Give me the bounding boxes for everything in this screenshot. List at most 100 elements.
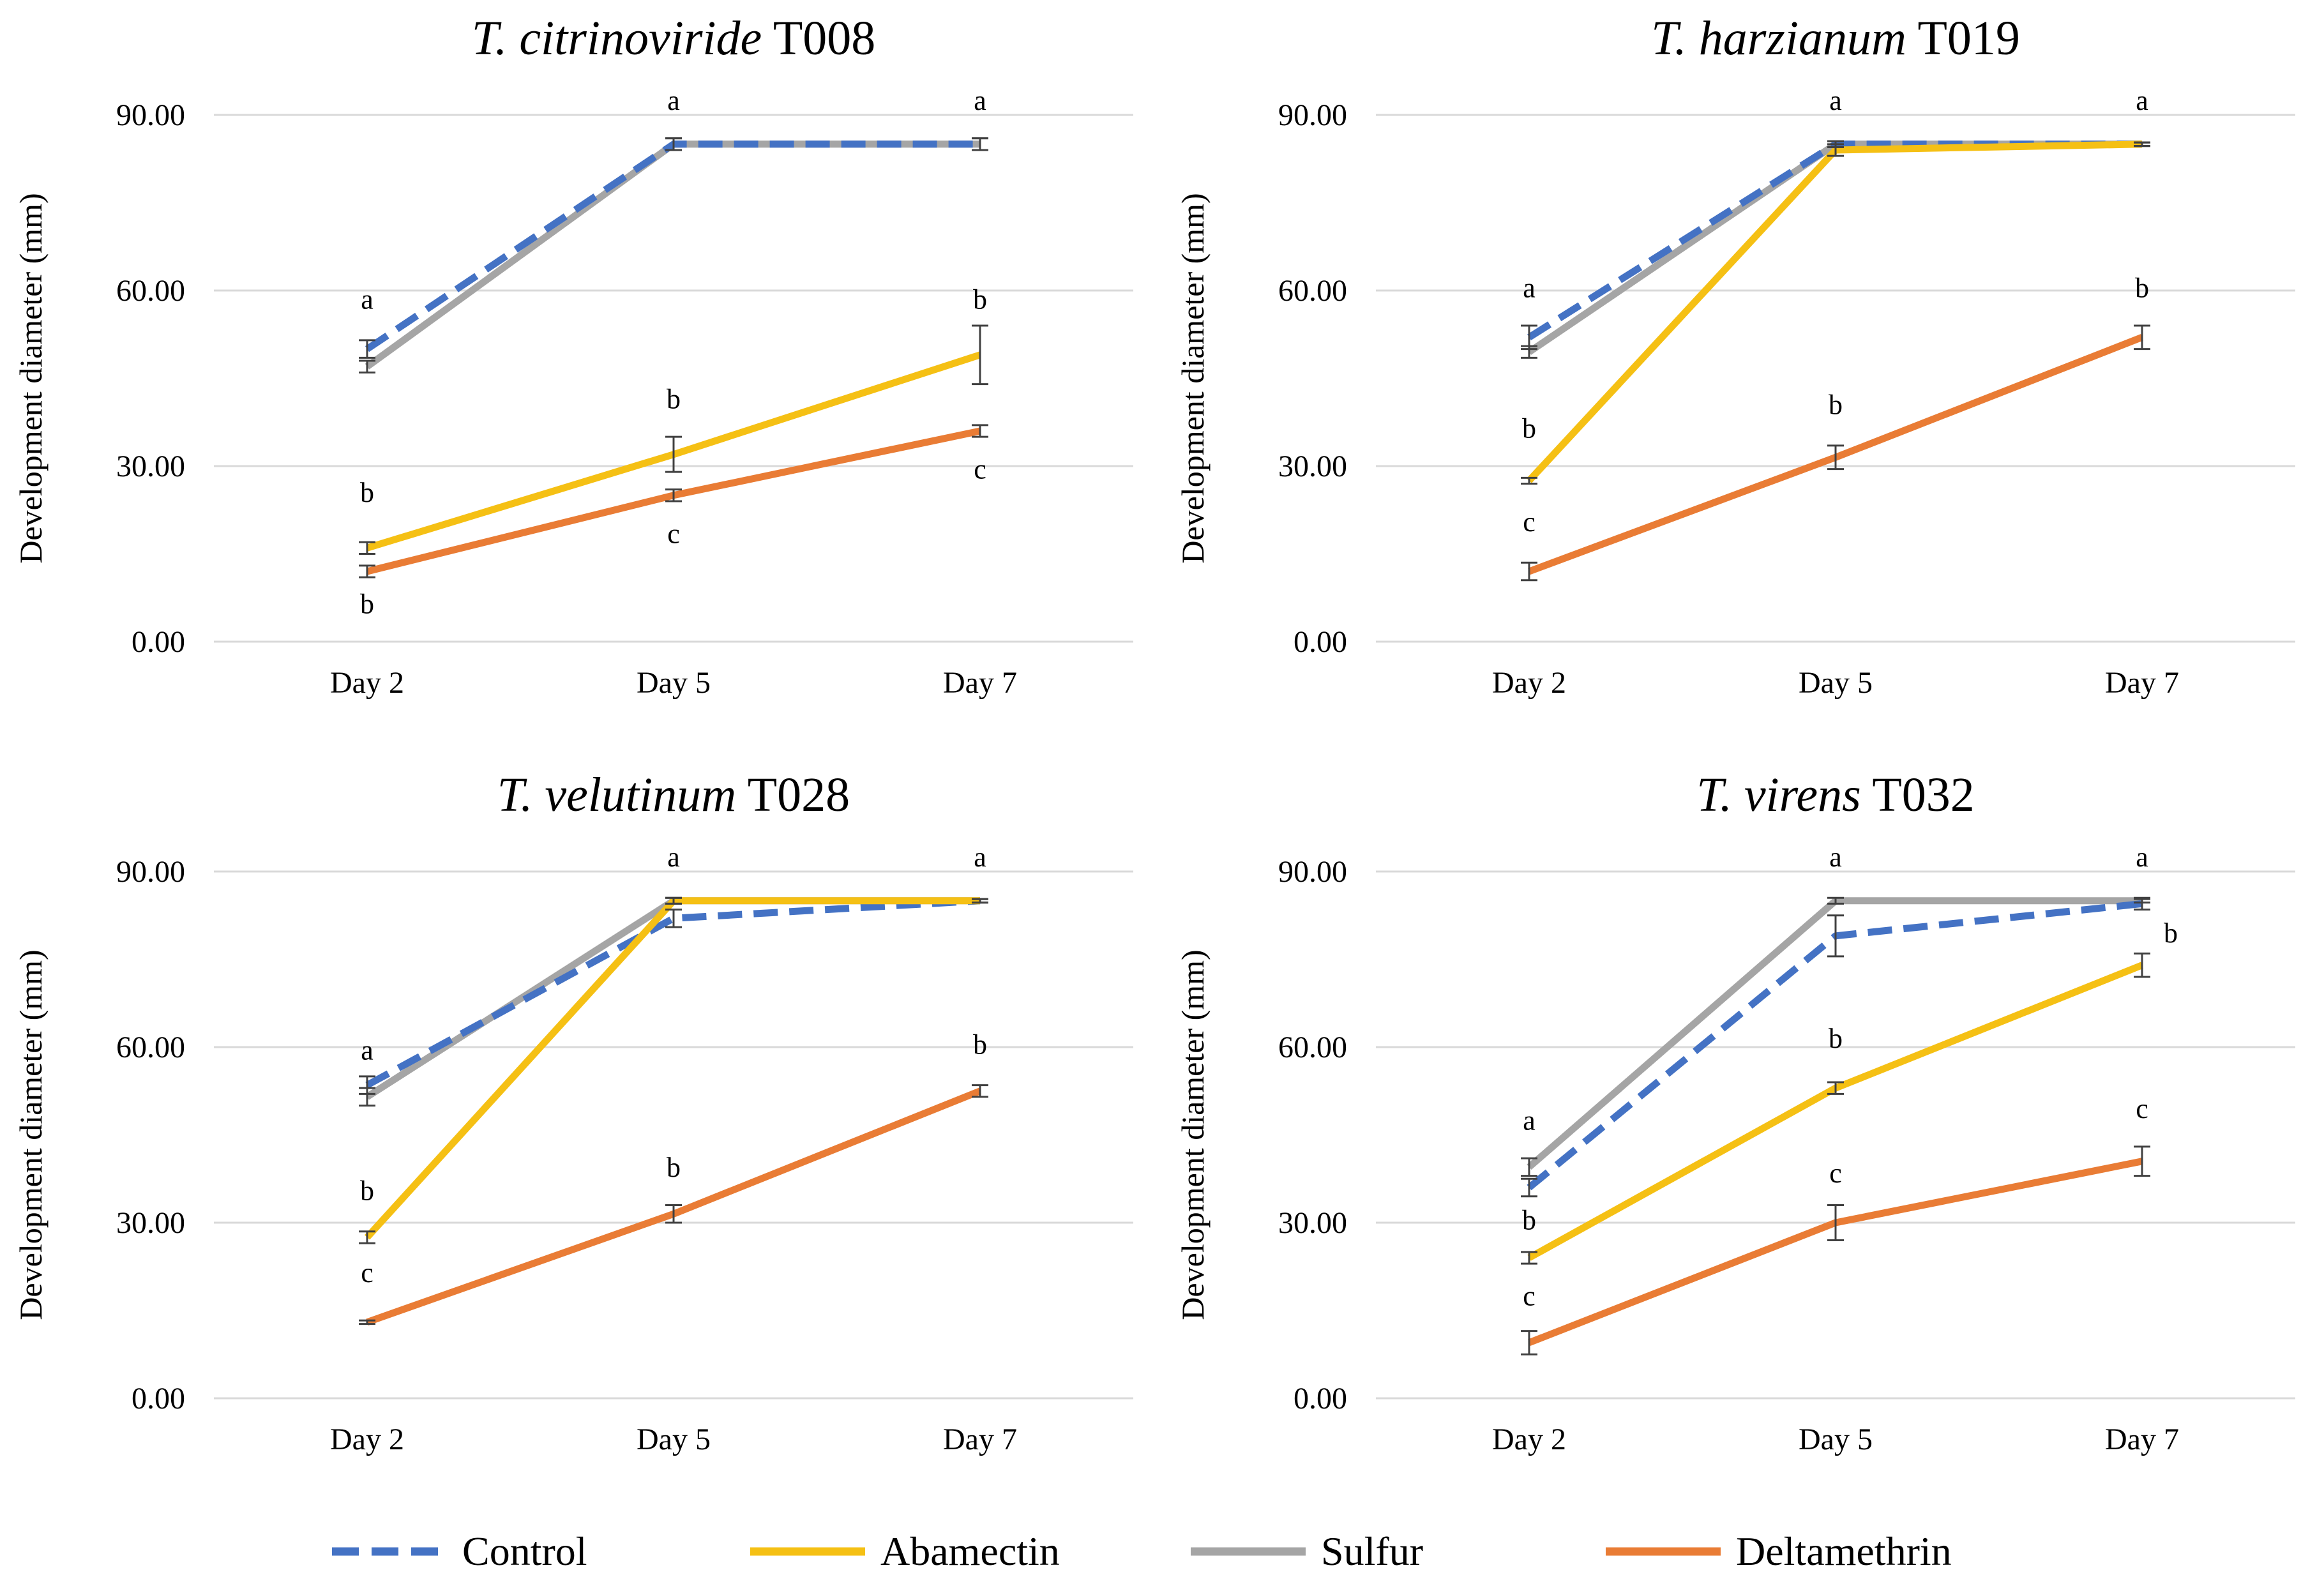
significance-letter: c bbox=[2136, 1093, 2148, 1124]
y-tick-label: 0.00 bbox=[1294, 1382, 1347, 1416]
legend-item-deltamethrin: Deltamethrin bbox=[1606, 1520, 1952, 1583]
significance-letter: b bbox=[360, 1175, 374, 1207]
error-bar-abamectin bbox=[2134, 141, 2150, 147]
error-bar-deltamethrin bbox=[665, 1204, 682, 1224]
chart-svg: T. citrinoviride T008 0.00 30.00 60.00 90.00… bbox=[13, 11, 1133, 700]
legend-swatch-control bbox=[332, 1547, 447, 1556]
error-bar-abamectin bbox=[1827, 1081, 1844, 1095]
y-tick-label: 90.00 bbox=[116, 98, 185, 132]
significance-letter: b bbox=[973, 284, 987, 315]
chart-svg: T. virens T032 0.00 30.00 60.00 90.00 Day 2 Da… bbox=[1175, 768, 2295, 1456]
error-bar-abamectin bbox=[359, 541, 375, 555]
x-tick-label: Day 7 bbox=[2105, 1423, 2179, 1456]
significance-letter: b bbox=[1522, 1204, 1536, 1235]
y-tick-label: 90.00 bbox=[1278, 98, 1347, 132]
y-axis-label: Development diameter (mm) bbox=[1175, 193, 1211, 563]
error-bar-control bbox=[2134, 896, 2150, 911]
error-bar-abamectin bbox=[1521, 1251, 1537, 1265]
significance-letter: b bbox=[360, 588, 374, 619]
legend-item-abamectin: Abamectin bbox=[750, 1520, 1060, 1583]
error-bar-deltamethrin bbox=[1521, 561, 1537, 582]
chart-svg: T. harzianum T019 0.00 30.00 60.00 90.00 Day … bbox=[1175, 11, 2295, 700]
x-tick-label: Day 5 bbox=[637, 666, 711, 700]
error-bar-control bbox=[359, 339, 375, 359]
chart-svg: T. velutinum T028 0.00 30.00 60.00 90.00 Day … bbox=[13, 768, 1133, 1456]
x-tick-label: Day 2 bbox=[330, 1423, 404, 1456]
significance-letter: c bbox=[1523, 506, 1535, 538]
error-bar-control bbox=[665, 137, 682, 151]
legend-label-control: Control bbox=[462, 1529, 587, 1574]
y-tick-label: 60.00 bbox=[1278, 1031, 1347, 1064]
legend-label-deltamethrin: Deltamethrin bbox=[1736, 1529, 1952, 1574]
significance-letter: a bbox=[1829, 842, 1842, 873]
error-bar-abamectin bbox=[1521, 476, 1537, 485]
error-bar-deltamethrin bbox=[972, 1084, 988, 1098]
y-axis-label: Development diameter (mm) bbox=[1175, 949, 1211, 1320]
series-line-sulfur bbox=[365, 140, 980, 370]
x-tick-label: Day 7 bbox=[2105, 666, 2179, 700]
error-bar-deltamethrin bbox=[1521, 1330, 1537, 1355]
x-tick-label: Day 7 bbox=[943, 666, 1017, 700]
y-tick-label: 0.00 bbox=[132, 1382, 185, 1416]
legend-swatch-abamectin bbox=[750, 1547, 865, 1556]
x-tick-label: Day 2 bbox=[1492, 1423, 1566, 1456]
series-line-abamectin bbox=[364, 897, 980, 1240]
error-bar-deltamethrin bbox=[665, 488, 682, 502]
error-bar-deltamethrin bbox=[1827, 1204, 1844, 1241]
error-bar-control bbox=[1521, 324, 1537, 351]
x-tick-label: Day 5 bbox=[1799, 1423, 1873, 1456]
y-axis-label: Development diameter (mm) bbox=[13, 949, 49, 1320]
significance-letter: c bbox=[974, 454, 986, 485]
x-tick-label: Day 5 bbox=[637, 1423, 711, 1456]
significance-letter: a bbox=[361, 284, 374, 315]
chart-title-species: T. harzianum bbox=[1651, 11, 1906, 65]
error-bar-abamectin bbox=[359, 1230, 375, 1244]
error-bar-sulfur bbox=[1827, 896, 1844, 905]
series-line-sulfur bbox=[1527, 140, 2142, 355]
error-bar-control bbox=[665, 909, 682, 928]
significance-letter: b bbox=[360, 477, 374, 508]
significance-letter: a bbox=[1829, 85, 1842, 116]
chart-panel-t-velutinum: T. velutinum T028 0.00 30.00 60.00 90.00 Day … bbox=[0, 757, 1162, 1491]
significance-letter: a bbox=[1523, 272, 1535, 303]
y-tick-label: 60.00 bbox=[116, 1031, 185, 1064]
y-tick-label: 30.00 bbox=[116, 449, 185, 483]
significance-letter: b bbox=[667, 1152, 681, 1183]
error-bar-deltamethrin bbox=[972, 424, 988, 438]
chart-title: T. citrinoviride T008 bbox=[472, 11, 876, 65]
significance-letter: a bbox=[1523, 1105, 1535, 1136]
error-bar-abamectin bbox=[2134, 952, 2150, 978]
significance-letter: b bbox=[2164, 917, 2178, 949]
error-bar-sulfur bbox=[359, 359, 375, 374]
x-tick-label: Day 2 bbox=[1492, 666, 1566, 700]
series-line-abamectin bbox=[1526, 140, 2143, 483]
y-axis-label: Development diameter (mm) bbox=[13, 193, 49, 563]
chart-title: T. harzianum T019 bbox=[1651, 11, 2020, 65]
significance-letter: a bbox=[361, 1035, 374, 1066]
significance-letter: a bbox=[974, 842, 986, 873]
error-bar-abamectin bbox=[972, 898, 988, 904]
y-tick-label: 90.00 bbox=[1278, 855, 1347, 889]
y-tick-label: 30.00 bbox=[116, 1206, 185, 1240]
error-bar-deltamethrin bbox=[2134, 324, 2150, 351]
series-line-sulfur bbox=[365, 897, 980, 1100]
significance-letter: b bbox=[667, 384, 681, 415]
significance-letter: b bbox=[1829, 389, 1843, 421]
significance-letter: a bbox=[667, 85, 680, 116]
significance-letter: b bbox=[2135, 272, 2149, 303]
chart-title-species: T. citrinoviride bbox=[472, 11, 762, 65]
x-tick-label: Day 5 bbox=[1799, 666, 1873, 700]
error-bar-control bbox=[1521, 1177, 1537, 1198]
legend-swatch-deltamethrin bbox=[1606, 1547, 1721, 1556]
y-tick-label: 0.00 bbox=[1294, 625, 1347, 659]
error-bar-abamectin bbox=[665, 435, 682, 473]
chart-title: T. virens T032 bbox=[1696, 768, 1975, 822]
chart-title-strain: T019 bbox=[1906, 11, 2020, 65]
significance-letter: c bbox=[361, 1257, 374, 1288]
y-tick-label: 30.00 bbox=[1278, 449, 1347, 483]
x-tick-label: Day 2 bbox=[330, 666, 404, 700]
legend-item-control: Control bbox=[332, 1520, 587, 1583]
legend-label-sulfur: Sulfur bbox=[1321, 1529, 1423, 1574]
y-tick-label: 60.00 bbox=[116, 274, 185, 308]
x-tick-label: Day 7 bbox=[943, 1423, 1017, 1456]
